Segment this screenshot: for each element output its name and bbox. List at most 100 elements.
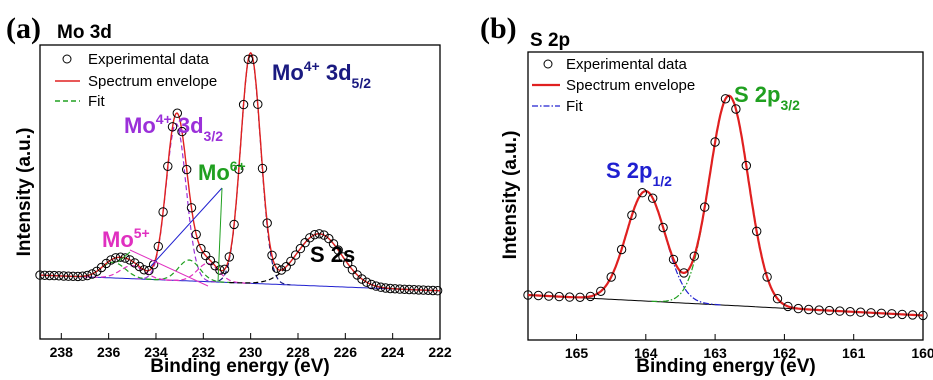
experimental-point	[866, 308, 876, 318]
experimental-point	[414, 285, 424, 295]
panel-b-subtitle: S 2p	[530, 30, 570, 51]
experimental-point	[101, 258, 112, 269]
experimental-point	[238, 99, 249, 110]
experimental-point	[196, 243, 206, 254]
experimental-point	[59, 271, 69, 281]
annot-mo4-3d52-rest: 3d	[320, 60, 352, 85]
annotation-s2p12: S 2p1/2	[606, 158, 672, 189]
experimental-point	[111, 253, 121, 263]
experimental-point	[125, 255, 135, 265]
experimental-point	[366, 279, 377, 290]
pointer-mo6-to-232	[217, 187, 223, 283]
experimental-point	[585, 291, 596, 302]
experimental-point	[710, 137, 720, 147]
experimental-point	[679, 268, 689, 278]
experimental-point	[404, 284, 414, 295]
experimental-point	[186, 203, 197, 213]
experimental-point	[224, 252, 235, 262]
experimental-point	[918, 310, 928, 321]
annotation-mo6: Mo6+	[198, 158, 246, 185]
experimental-point	[564, 292, 575, 302]
panel-b-letter: (b)	[480, 12, 517, 45]
legend-a-label-0: Experimental data	[88, 51, 210, 68]
experimental-point	[305, 233, 315, 243]
experimental-point	[606, 272, 616, 282]
panel-b-fit-curves	[527, 95, 922, 316]
experimental-point	[324, 233, 334, 244]
experimental-point	[77, 271, 88, 281]
x-tick-label: 161	[842, 345, 866, 361]
panel-a-x-axis-title: Binding energy (eV)	[150, 356, 329, 377]
legend-a-label-1: Spectrum envelope	[88, 73, 217, 90]
experimental-point	[49, 270, 59, 281]
experimental-point	[300, 238, 310, 248]
panel-b-x-ticks: 165 164 163 162 161 160	[565, 334, 933, 361]
pointer-mo6-to-235	[150, 187, 223, 267]
experimental-point	[309, 230, 320, 240]
legend-b-label-0: Experimental data	[566, 56, 688, 73]
fit-component-1	[651, 95, 806, 310]
experimental-point	[596, 286, 606, 296]
fit-component-2	[146, 259, 232, 284]
experimental-point	[689, 251, 699, 261]
experimental-point	[191, 229, 201, 240]
x-tick-label: 234	[144, 344, 168, 360]
experimental-point	[343, 258, 353, 269]
annot-mo5-sup: 5+	[134, 225, 150, 241]
experimental-point	[106, 255, 116, 265]
x-tick-label: 238	[50, 344, 74, 360]
fit-component-4	[165, 262, 251, 284]
experimental-point	[243, 54, 254, 64]
experimental-point	[338, 252, 348, 262]
experimental-point	[835, 306, 845, 316]
experimental-point	[897, 309, 907, 320]
panel-b-plot-frame	[527, 51, 924, 341]
legend-b-circle-marker	[543, 59, 553, 69]
x-tick-label: 163	[703, 345, 727, 361]
experimental-point	[824, 305, 835, 316]
experimental-point	[40, 270, 50, 280]
experimental-point	[423, 285, 433, 295]
panel-b-y-axis-title: Intensity (a.u.)	[500, 131, 521, 260]
experimental-point	[804, 304, 814, 315]
experimental-point	[295, 243, 306, 254]
experimental-point	[616, 244, 627, 255]
annotation-mo4-3d52: Mo4+ 3d5/2	[272, 58, 371, 91]
legend-a-label-2: Fit	[88, 93, 105, 110]
experimental-point	[144, 265, 154, 276]
experimental-point	[887, 309, 897, 319]
experimental-point	[390, 284, 400, 294]
annot-mo4-3d52-base: Mo	[272, 60, 304, 85]
experimental-point	[371, 281, 381, 291]
fit-component-5	[84, 265, 180, 282]
experimental-point	[814, 305, 824, 315]
experimental-point	[272, 263, 282, 273]
experimental-point	[376, 282, 386, 292]
panel-b: (b) S 2p 165 164 163 162 161 160 Binding ener…	[480, 12, 933, 377]
experimental-point	[267, 250, 277, 261]
x-tick-label: 232	[192, 344, 216, 360]
legend-b-label-2: Fit	[566, 98, 583, 115]
experimental-point	[361, 277, 372, 287]
experimental-point	[172, 108, 183, 118]
experimental-point	[762, 272, 772, 282]
experimental-point	[627, 210, 637, 220]
x-tick-label: 228	[286, 344, 310, 360]
experimental-point	[257, 163, 268, 174]
experimental-point	[262, 218, 272, 228]
experimental-point	[783, 301, 793, 312]
experimental-point	[286, 256, 296, 266]
experimental-point	[319, 230, 329, 240]
annot-mo4-3d32-sub: 3/2	[204, 128, 224, 144]
annot-mo4-3d52-sub: 5/2	[352, 75, 372, 91]
experimental-point	[120, 253, 130, 263]
experimental-point	[575, 292, 585, 302]
experimental-point	[234, 164, 244, 175]
panel-a-spectrum-envelope	[40, 51, 441, 292]
x-tick-label: 236	[97, 344, 121, 360]
annotation-s2s: S 2s	[310, 242, 355, 267]
experimental-point	[533, 290, 544, 301]
experimental-point	[219, 264, 230, 274]
experimental-point	[554, 291, 564, 302]
panel-a-plot-frame	[39, 44, 441, 340]
